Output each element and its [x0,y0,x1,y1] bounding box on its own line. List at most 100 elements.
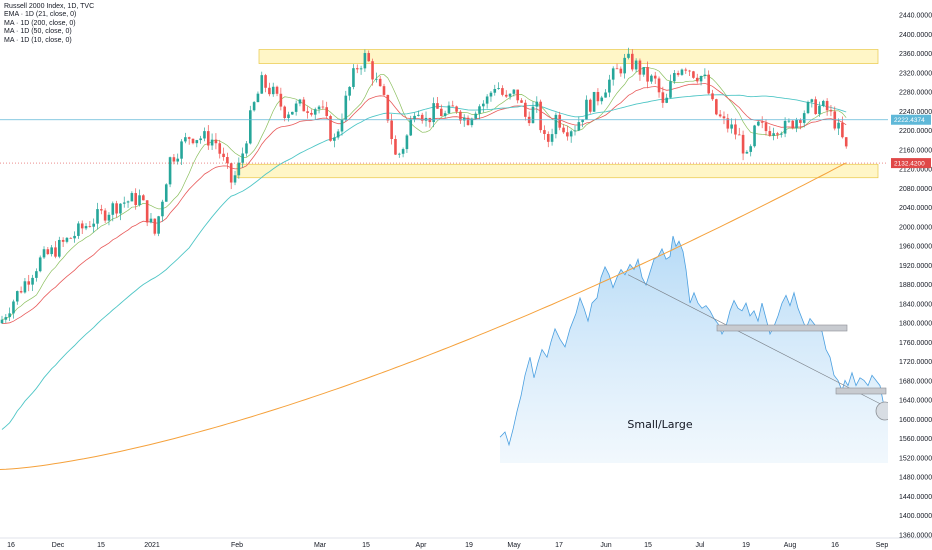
candle-body [474,113,477,119]
x-tick-label: Feb [231,542,243,549]
candle-body [226,157,229,164]
candle-body [558,114,562,128]
candle-body [420,114,424,121]
candle-body [8,313,11,318]
candle-body [378,78,382,87]
candle-body [38,257,42,272]
candle-body [615,68,619,70]
candle-body [88,226,92,227]
y-tick-label: 1920.0000 [899,263,932,270]
inset-trendline [627,274,886,407]
candle-body [363,53,367,69]
y-tick-label: 1880.0000 [899,282,932,289]
candle-body [344,95,348,120]
ema21-line [1,82,847,324]
inset-line [499,235,889,447]
candle-body [317,106,321,110]
candle-body [631,53,634,70]
resistance-zone[interactable] [258,49,879,64]
candle-body [841,122,844,138]
candle-body [799,119,802,123]
x-tick-label: 16 [831,542,839,549]
candle-body [546,133,550,142]
candle-body [520,100,523,103]
candle-body [592,91,596,112]
y-tick-label: 1600.0000 [899,417,932,424]
candle-body [810,99,814,102]
candle-body [126,201,130,203]
candle-body [451,105,455,107]
candle-body [157,216,160,234]
candle-body [543,130,546,134]
candle-body [447,105,451,114]
indicator-ma10: MA · 1D (10, close, 0) [4,36,72,44]
candle-body [661,92,665,103]
candle-body [390,120,393,140]
candle-body [203,131,206,139]
y-axis-panel[interactable] [888,0,932,550]
candle-body [772,133,775,136]
candle-body [600,97,604,102]
y-tick-label: 2000.0000 [899,224,932,231]
candle-body [715,99,718,115]
candle-body [245,143,248,154]
candle-body [634,60,638,70]
candle-body [822,100,825,106]
y-tick-label: 1520.0000 [899,455,932,462]
candle-body [673,73,676,82]
candle-body [573,130,577,132]
candle-body [787,120,791,122]
candle-body [291,111,294,115]
candle-body [348,86,351,96]
candle-body [229,163,233,183]
candle-body [737,134,741,136]
candle-body [397,153,401,155]
support-zone[interactable] [236,163,879,179]
candle-body [436,103,439,109]
candle-body [298,99,302,104]
indicator-ma200: MA · 1D (200, close, 0) [4,19,76,27]
inset-zone [835,387,887,395]
candle-body [779,133,783,135]
x-tick-label: 15 [362,542,370,549]
candle-body [646,67,649,82]
x-tick-label: 19 [465,542,473,549]
candle-body [638,60,642,75]
candle-body [115,203,118,214]
candle-body [657,78,661,93]
y-tick-label: 2280.0000 [899,90,932,97]
candle-body [802,113,806,123]
candle-body [818,105,821,115]
candle-body [15,291,19,302]
candle-body [730,124,733,129]
candle-body [268,87,271,95]
candle-body [577,122,581,131]
candle-body [650,75,653,82]
candle-body [554,114,558,135]
candle-body [581,119,584,123]
candle-body [367,53,371,62]
candle-body [0,319,4,324]
candle-body [489,92,493,97]
candle-body [764,122,768,132]
candle-body [550,134,554,142]
x-tick-label: Sep [876,542,889,549]
candle-body [757,121,760,126]
candle-body [531,106,535,124]
inset-label: Small/Large [627,418,692,431]
candle-body [417,114,420,116]
y-tick-label: 2400.0000 [899,32,932,39]
y-tick-label: 1640.0000 [899,398,932,405]
candle-body [138,195,141,205]
candle-body [642,67,646,75]
candle-body [325,107,328,117]
candle-body [100,209,103,211]
x-tick-label: Jun [600,542,611,549]
candle-body [535,101,539,107]
y-tick-label: 2200.0000 [899,128,932,135]
candle-body [791,120,795,129]
candle-body [340,119,344,132]
candle-body [497,88,500,89]
x-tick-label: 2021 [144,542,160,549]
